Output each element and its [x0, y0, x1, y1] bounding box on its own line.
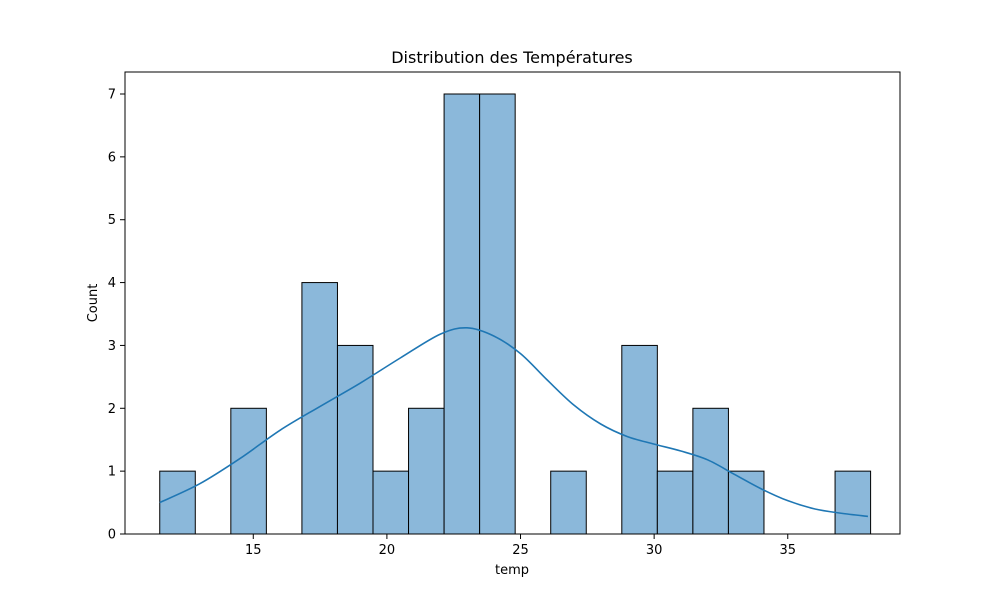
x-axis-label: temp — [495, 563, 529, 578]
histogram-bar — [834, 470, 872, 535]
x-tick-label: 30 — [646, 543, 663, 558]
x-tick-label: 20 — [379, 543, 396, 558]
histogram-bar — [159, 470, 196, 535]
kde-curve — [159, 327, 869, 518]
histogram-bar — [336, 344, 374, 535]
y-tick-label: 2 — [108, 402, 116, 417]
y-tick-label: 1 — [108, 465, 116, 480]
histogram-bar — [656, 470, 694, 535]
y-tick-label: 0 — [108, 528, 116, 543]
histogram-bar — [230, 407, 267, 535]
y-axis-ticks: 0 1 2 3 4 5 6 7 — [108, 88, 125, 543]
histogram-bar — [443, 93, 481, 535]
y-tick-label: 5 — [108, 213, 116, 228]
x-axis-ticks: 15 20 25 30 35 — [245, 534, 796, 558]
chart-title: Distribution des Températures — [391, 48, 633, 67]
histogram-bar — [408, 407, 445, 535]
y-tick-label: 7 — [108, 88, 116, 103]
x-tick-label: 25 — [512, 543, 529, 558]
histogram-bars — [159, 93, 872, 535]
y-tick-label: 4 — [108, 276, 116, 291]
histogram-bar — [372, 470, 410, 535]
y-tick-label: 6 — [108, 150, 116, 165]
axes-frame — [124, 71, 901, 535]
x-tick-label: 15 — [245, 543, 262, 558]
histogram-bar — [550, 470, 587, 535]
y-axis-label: Count — [86, 284, 101, 323]
histogram-bar — [479, 93, 516, 535]
histogram-bar — [692, 407, 729, 535]
histogram-bar — [301, 282, 338, 535]
y-tick-label: 3 — [108, 339, 116, 354]
x-tick-label: 35 — [779, 543, 796, 558]
